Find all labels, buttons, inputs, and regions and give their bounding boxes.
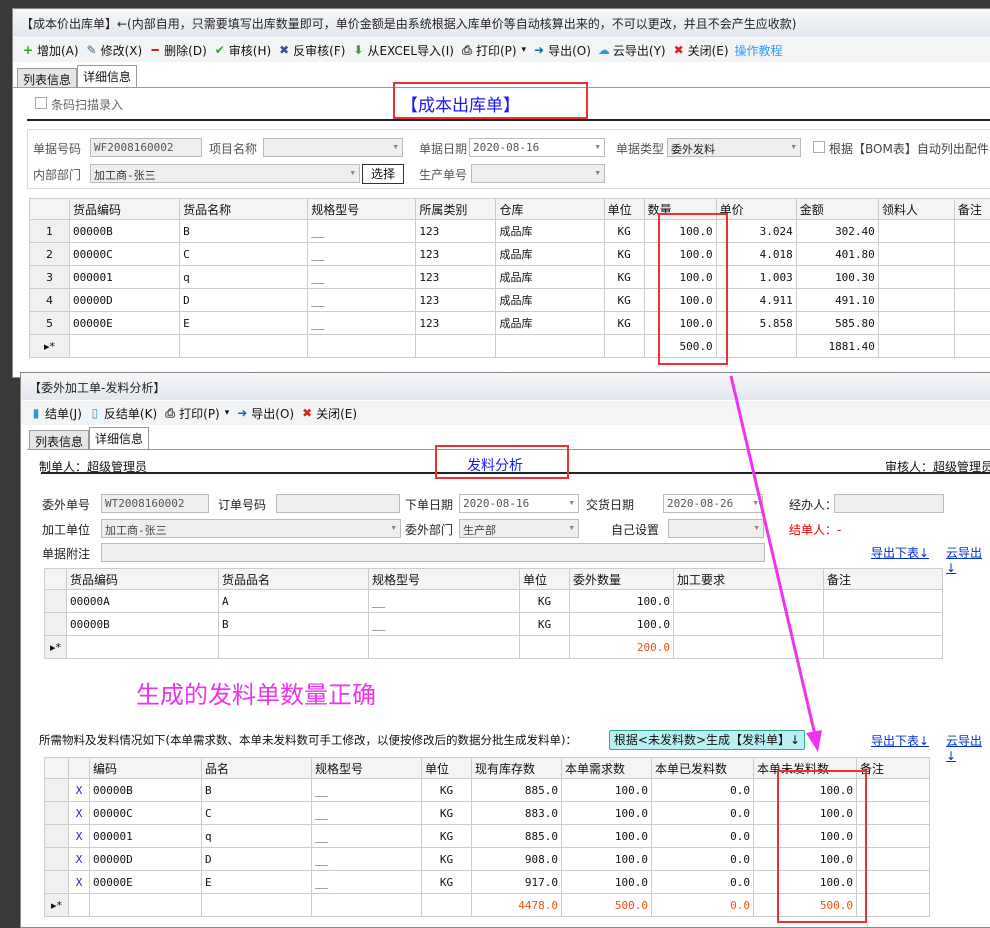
arrow-line (731, 376, 815, 735)
arrow-head (806, 730, 822, 752)
